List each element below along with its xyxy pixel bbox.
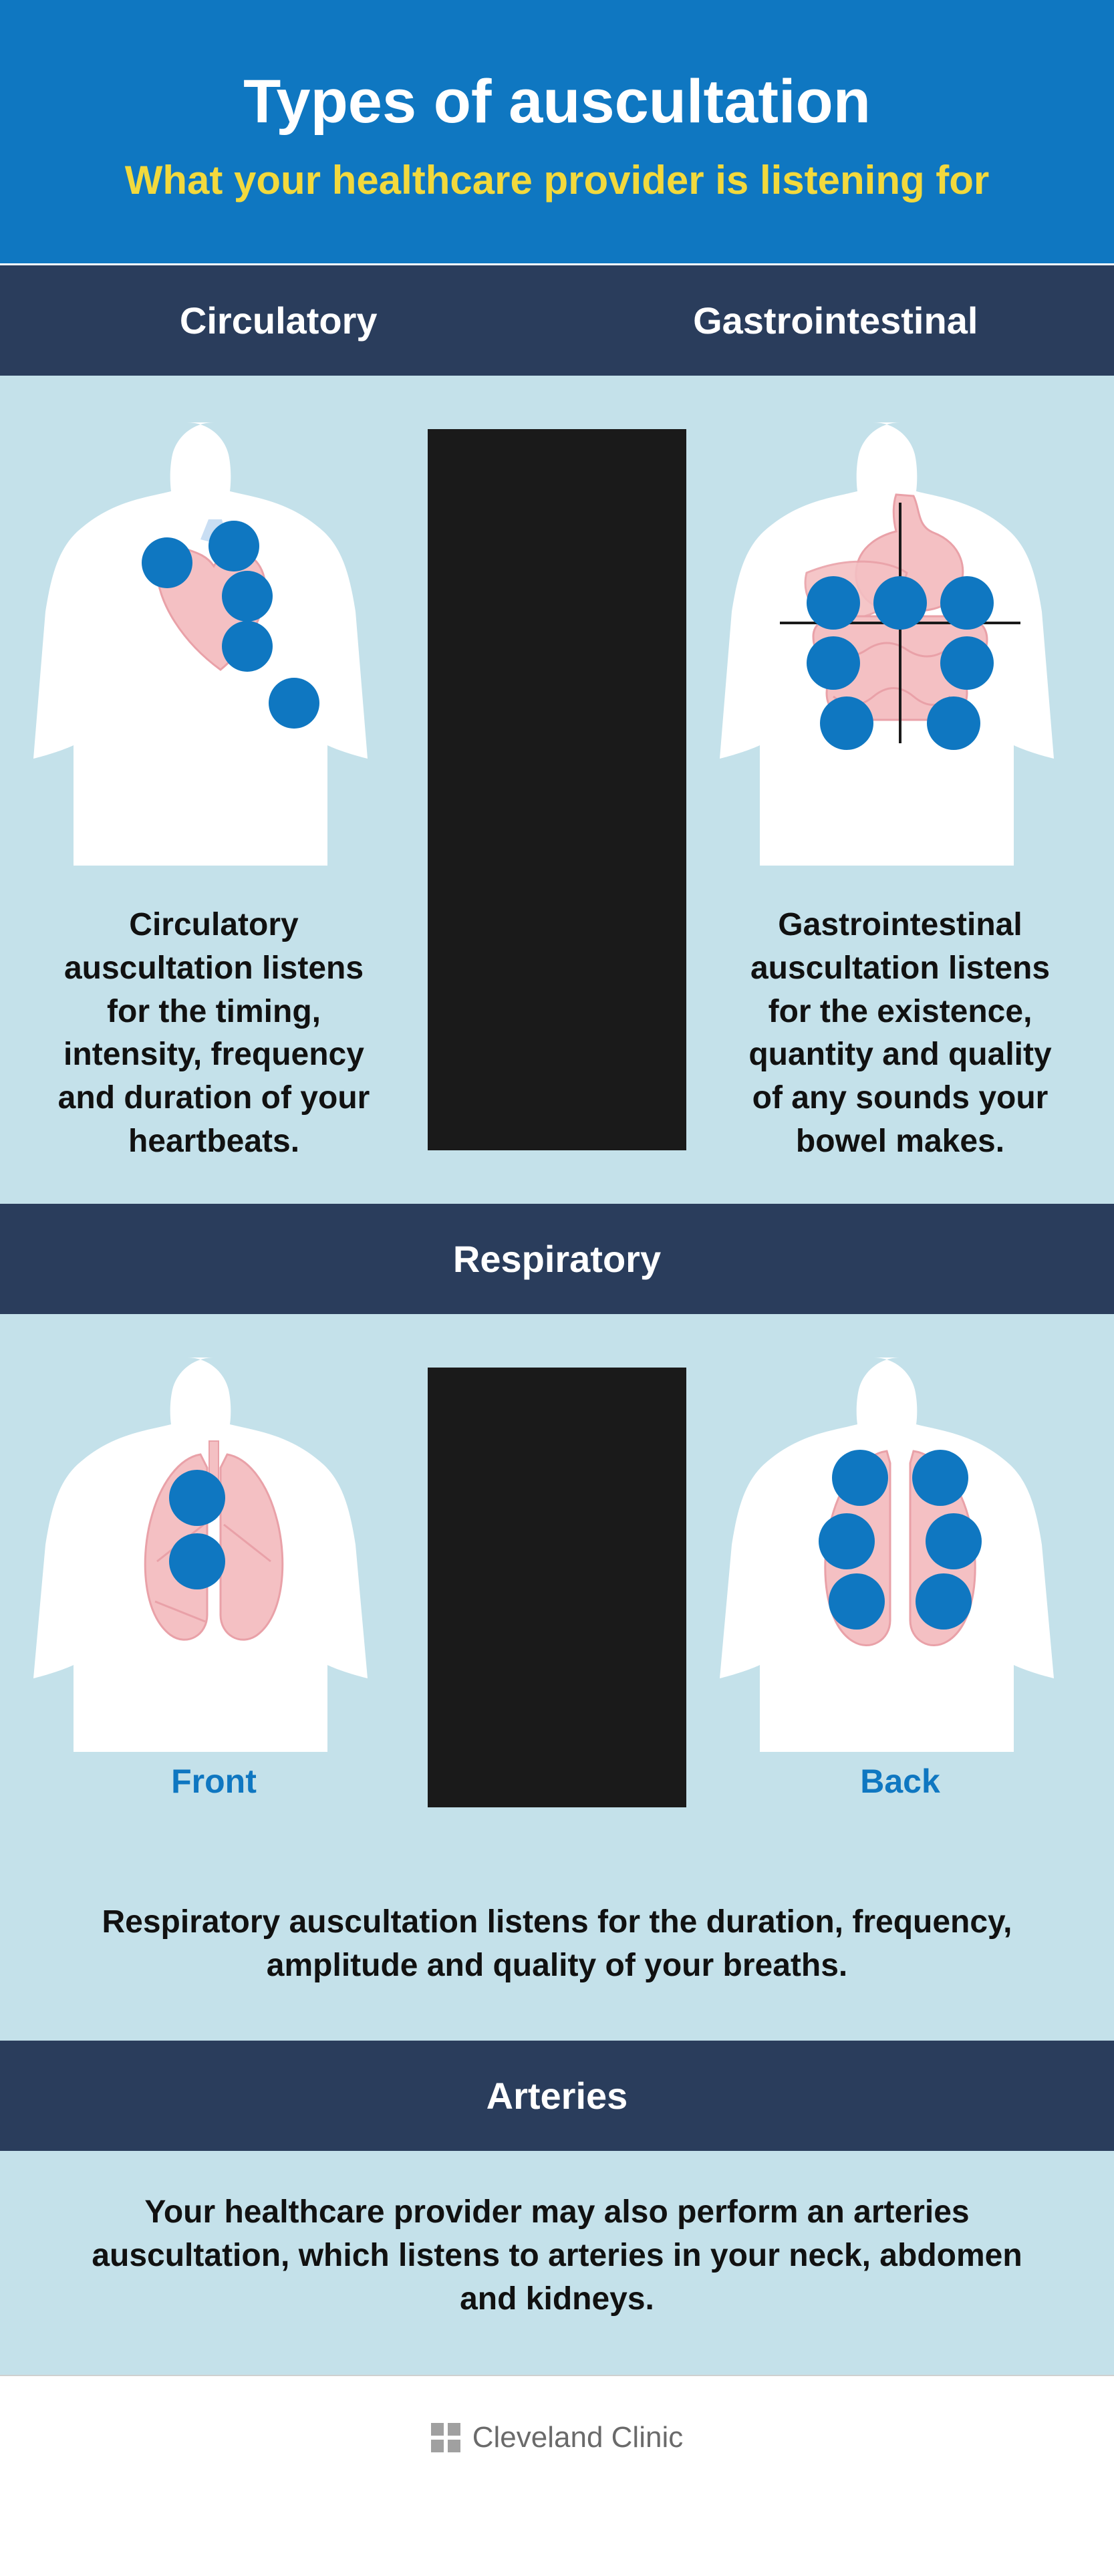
auscultation-point <box>940 636 994 690</box>
auscultation-point <box>169 1470 225 1526</box>
arteries-label: Arteries <box>0 2041 1114 2151</box>
auscultation-point <box>169 1533 225 1589</box>
footer: Cleveland Clinic <box>0 2375 1114 2499</box>
row1-panel: Circulatory auscultation listens for the… <box>0 376 1114 1204</box>
circulatory-torso <box>27 416 401 870</box>
respiratory-panel: Front Back <box>0 1314 1114 2041</box>
respiratory-label: Respiratory <box>0 1204 1114 1314</box>
respiratory-description: Respiratory auscultation listens for the… <box>0 1861 1114 2041</box>
respiratory-front-torso <box>27 1354 401 1755</box>
auscultation-point <box>926 1513 982 1569</box>
auscultation-point <box>927 696 980 750</box>
brand-name: Cleveland Clinic <box>472 2423 683 2452</box>
auscultation-point <box>916 1573 972 1630</box>
auscultation-point <box>873 576 927 630</box>
torso-svg <box>27 416 401 870</box>
divider <box>428 429 686 1150</box>
auscultation-point <box>820 696 873 750</box>
auscultation-point <box>142 537 192 588</box>
main-title: Types of auscultation <box>40 67 1074 137</box>
gastrointestinal-label: Gastrointestinal <box>557 265 1114 376</box>
torso-svg <box>713 1354 1087 1755</box>
auscultation-point <box>807 636 860 690</box>
respiratory-front-cell: Front <box>0 1314 428 1861</box>
circulatory-label: Circulatory <box>0 265 557 376</box>
auscultation-point <box>208 521 259 571</box>
respiratory-back-label: Back <box>713 1762 1087 1801</box>
auscultation-point <box>829 1573 885 1630</box>
auscultation-point <box>940 576 994 630</box>
gi-torso <box>713 416 1087 870</box>
respiratory-back-torso <box>713 1354 1087 1755</box>
brand-logo-icon <box>431 2423 460 2452</box>
auscultation-point <box>912 1450 968 1506</box>
header-block: Types of auscultation What your healthca… <box>0 0 1114 263</box>
infographic-container: Types of auscultation What your healthca… <box>0 0 1114 2499</box>
circulatory-description: Circulatory auscultation listens for the… <box>27 904 401 1164</box>
respiratory-back-cell: Back <box>686 1314 1114 1861</box>
auscultation-point <box>269 678 319 729</box>
auscultation-point <box>807 576 860 630</box>
circulatory-cell: Circulatory auscultation listens for the… <box>0 376 428 1204</box>
auscultation-point <box>819 1513 875 1569</box>
auscultation-point <box>832 1450 888 1506</box>
main-subtitle: What your healthcare provider is listeni… <box>40 157 1074 203</box>
auscultation-point <box>222 571 273 622</box>
arteries-panel: Your healthcare provider may also perfor… <box>0 2151 1114 2374</box>
arteries-description: Your healthcare provider may also perfor… <box>0 2151 1114 2374</box>
gastrointestinal-cell: Gastrointestinal auscultation listens fo… <box>686 376 1114 1204</box>
row1-header: Circulatory Gastrointestinal <box>0 263 1114 376</box>
respiratory-front-label: Front <box>27 1762 401 1801</box>
auscultation-point <box>222 621 273 672</box>
gastrointestinal-description: Gastrointestinal auscultation listens fo… <box>713 904 1087 1164</box>
torso-svg <box>713 416 1087 870</box>
divider <box>428 1368 686 1807</box>
